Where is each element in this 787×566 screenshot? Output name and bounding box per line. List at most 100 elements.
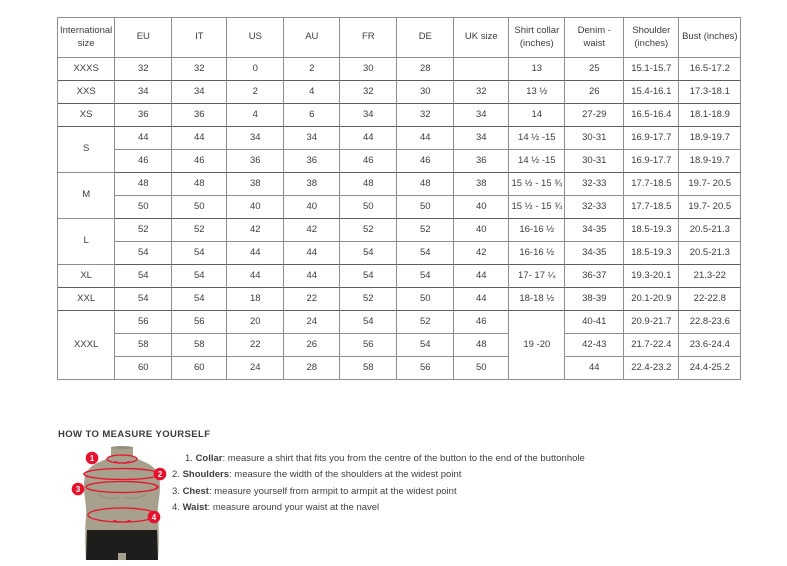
table-cell: 44 <box>227 242 285 265</box>
size-chart-table: International size EU IT US AU FR DE UK size Shi… <box>57 17 742 380</box>
table-cell: XS <box>58 104 116 127</box>
measure-step: 4. Waist: measure around your waist at t… <box>172 502 380 514</box>
table-row: XXL 54 54 18 22 52 50 44 18-18 ½ 38-39 20.1-20.9 22… <box>58 288 742 311</box>
mannequin-shorts <box>86 530 158 560</box>
table-cell: 23.6-24.4 <box>679 334 742 357</box>
table-cell: 42 <box>454 242 510 265</box>
column-header: Bust (inches) <box>679 18 742 58</box>
table-row: L 52 52 42 42 52 52 40 16-16 ½ 34-35 18.5-19.3 20.5… <box>58 219 742 265</box>
column-header: DE <box>397 18 455 58</box>
table-cell: 24.4-25.2 <box>679 357 742 380</box>
table-cell: 18.5-19.3 <box>624 219 680 242</box>
table-cell: 19.7- 20.5 <box>679 173 742 196</box>
measure-steps-list: 1. Collar: measure a shirt that fits you… <box>172 451 585 517</box>
collar-measure-line <box>106 454 138 464</box>
table-cell: 54 <box>340 242 398 265</box>
table-cell: 27-29 <box>565 104 625 127</box>
table-cell: 19.7- 20.5 <box>679 196 742 219</box>
table-cell: 32 <box>115 58 173 81</box>
table-cell: 16.5-17.2 <box>679 58 742 81</box>
chest-contours <box>97 493 147 499</box>
table-cell: 46 <box>340 150 398 173</box>
badge-waist-number: 4 <box>152 513 157 522</box>
table-cell: 13 ½ <box>509 81 566 104</box>
table-cell: 46 <box>454 311 510 334</box>
table-cell: 40 <box>227 196 285 219</box>
table-cell: 56 <box>172 311 228 334</box>
table-cell: 32 <box>397 104 455 127</box>
table-cell: 25 <box>565 58 625 81</box>
table-cell: 44 <box>172 127 228 150</box>
measure-step: 3. Chest: measure yourself from armpit t… <box>172 485 457 497</box>
table-cell: 34-35 <box>565 242 625 265</box>
table-cell: 16-16 ½ <box>509 219 566 242</box>
table-cell: 42 <box>284 219 341 242</box>
table-cell: 14 ½ -15 <box>509 127 566 150</box>
badge-collar: 1 <box>85 451 99 465</box>
table-cell: 16.9-17.7 <box>624 127 680 150</box>
waist-arrows <box>113 519 131 523</box>
table-cell: 22 <box>227 334 285 357</box>
table-cell: 20.1-20.9 <box>624 288 680 311</box>
table-cell: 56 <box>397 357 455 380</box>
table-cell: 46 <box>397 150 455 173</box>
table-cell: 20.9-21.7 <box>624 311 680 334</box>
collar-arrows <box>114 461 130 464</box>
badge-shoulders-number: 2 <box>158 470 163 479</box>
table-row: XXS 34 34 2 4 32 30 32 13 ½ 26 15.4-16.1 17.3-18.1 <box>58 81 742 104</box>
table-cell: 44 <box>227 265 285 288</box>
table-cell: 34 <box>284 127 341 150</box>
table-cell: 50 <box>397 196 455 219</box>
table-row: 54 54 44 44 54 54 42 16-16 ½ 34-35 18.5-19.3 20.5-… <box>58 242 742 265</box>
table-cell: 38 <box>284 173 341 196</box>
table-cell: 32 <box>454 81 510 104</box>
table-cell: 54 <box>397 265 455 288</box>
table-cell: 2 <box>284 58 341 81</box>
table-cell: 36 <box>115 104 173 127</box>
table-row: 50 50 40 40 50 50 40 15 ½ - 15 ¾ 32-33 17.7-18.5 1… <box>58 196 742 219</box>
table-cell: 18.5-19.3 <box>624 242 680 265</box>
table-cell: S <box>58 127 116 173</box>
table-cell: 15.4-16.1 <box>624 81 680 104</box>
table-cell: 13 <box>509 58 566 81</box>
column-header: EU <box>115 18 173 58</box>
table-cell: 50 <box>397 288 455 311</box>
table-cell: 52 <box>340 288 398 311</box>
table-cell: 14 <box>509 104 566 127</box>
table-cell: 54 <box>340 265 398 288</box>
table-cell: 36 <box>227 150 285 173</box>
size-chart-header: International size EU IT US AU FR DE UK size Shi… <box>58 18 742 58</box>
table-row: S 44 44 34 34 44 44 34 14 ½ -15 30-31 16.9-17.7 18.… <box>58 127 742 173</box>
table-cell: 56 <box>115 311 173 334</box>
table-row: XL 54 54 44 44 54 54 44 17- 17 ¼ 36-37 19.3-20.1 21… <box>58 265 742 288</box>
table-cell <box>454 58 510 81</box>
table-cell: 30 <box>340 58 398 81</box>
table-cell: 2 <box>227 81 285 104</box>
badge-chest: 3 <box>71 482 85 496</box>
table-row: XXXL 56 56 20 24 54 52 46 19 -20 40-41 20.9-21.7 22… <box>58 311 742 380</box>
table-cell: M <box>58 173 116 219</box>
table-cell: 54 <box>115 265 173 288</box>
table-cell: 44 <box>340 127 398 150</box>
neck-cut <box>111 446 133 450</box>
table-row: 60 60 24 28 58 56 50 44 22.4-23.2 24.4-25.2 <box>58 357 742 380</box>
column-header: Shirt collar (inches) <box>509 18 566 58</box>
badge-collar-number: 1 <box>90 454 95 463</box>
table-cell: 20 <box>227 311 285 334</box>
table-cell: 48 <box>340 173 398 196</box>
table-cell: 40-41 <box>565 311 625 334</box>
table-cell: 30 <box>397 81 455 104</box>
table-cell: XXXL <box>58 311 116 380</box>
table-cell: 15.1-15.7 <box>624 58 680 81</box>
table-cell: XXL <box>58 288 116 311</box>
table-row: XXXS 32 32 0 2 30 28 13 25 15.1-15.7 16.5-17.2 <box>58 58 742 81</box>
table-cell: 54 <box>115 242 173 265</box>
table-cell: 54 <box>340 311 398 334</box>
table-cell: 34 <box>454 104 510 127</box>
table-cell: 34 <box>340 104 398 127</box>
table-cell: 30-31 <box>565 150 625 173</box>
table-cell: 24 <box>227 357 285 380</box>
table-cell: 30-31 <box>565 127 625 150</box>
table-cell: 32 <box>172 58 228 81</box>
